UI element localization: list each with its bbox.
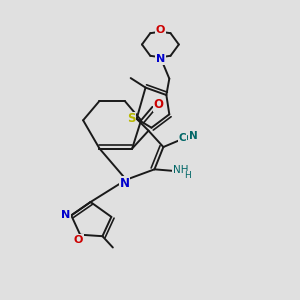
Text: C: C bbox=[179, 134, 187, 143]
Text: S: S bbox=[127, 112, 136, 125]
Text: N: N bbox=[120, 177, 130, 190]
Text: N: N bbox=[156, 54, 165, 64]
Text: O: O bbox=[74, 235, 83, 245]
Text: O: O bbox=[156, 25, 165, 34]
Text: N: N bbox=[189, 131, 197, 141]
Text: O: O bbox=[153, 98, 163, 111]
Text: H: H bbox=[184, 171, 191, 180]
Text: NH: NH bbox=[172, 165, 188, 175]
Text: N: N bbox=[61, 210, 70, 220]
